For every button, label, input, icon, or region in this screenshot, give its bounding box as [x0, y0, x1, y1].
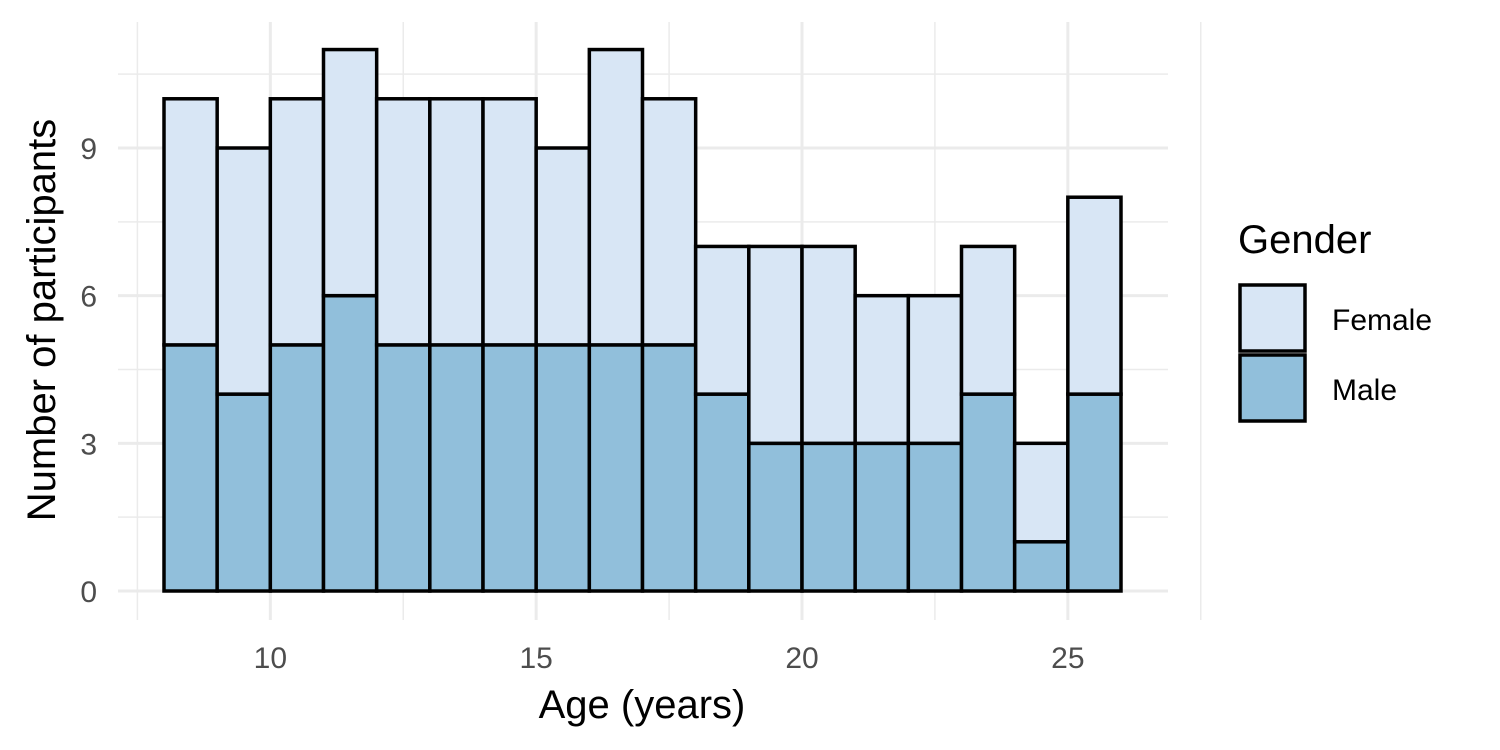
- legend: Gender Female Male: [1238, 218, 1432, 423]
- bar-male: [268, 343, 326, 593]
- bar-female: [481, 97, 538, 347]
- bar-female: [587, 47, 645, 347]
- bar-male: [640, 343, 698, 593]
- y-axis-title: Number of participants: [20, 119, 64, 521]
- x-tick-labels: 10 15 20 25: [254, 642, 1085, 675]
- bar-male: [959, 392, 1017, 593]
- bar-female: [1066, 195, 1123, 396]
- bar-male: [215, 392, 273, 593]
- bar-male: [747, 441, 804, 593]
- legend-key-female: [1238, 283, 1307, 353]
- bar-female: [853, 293, 911, 446]
- bar-female: [1012, 441, 1070, 544]
- x-tick-label: 15: [519, 642, 552, 675]
- bar-female: [374, 97, 432, 347]
- y-tick-label: 9: [80, 133, 97, 166]
- x-tick-label: 25: [1051, 642, 1084, 675]
- x-tick-label: 10: [254, 642, 287, 675]
- bar-male: [321, 293, 379, 593]
- bar-male: [800, 441, 857, 593]
- x-tick-label: 20: [785, 642, 818, 675]
- bar-male: [1066, 392, 1123, 593]
- bar-male: [693, 392, 751, 593]
- bar-female: [162, 97, 219, 347]
- bar-female: [693, 244, 751, 396]
- bar-male: [162, 343, 219, 593]
- bars-layer: [162, 47, 1123, 593]
- bar-male: [481, 343, 538, 593]
- bar-male: [374, 343, 432, 593]
- legend-label-male: Male: [1332, 374, 1397, 407]
- bar-male: [587, 343, 645, 593]
- bar-female: [640, 97, 698, 347]
- bar-male: [906, 441, 964, 593]
- bar-male: [1012, 540, 1070, 593]
- y-tick-labels: 0 3 6 9: [80, 133, 97, 609]
- bar-female: [215, 146, 273, 396]
- bar-female: [321, 47, 379, 298]
- bar-female: [800, 244, 857, 446]
- x-axis-title: Age (years): [539, 683, 746, 727]
- y-tick-label: 3: [80, 428, 97, 461]
- bar-male: [534, 343, 592, 593]
- bar-male: [428, 343, 485, 593]
- legend-title: Gender: [1238, 218, 1371, 262]
- y-tick-label: 0: [80, 576, 97, 609]
- legend-key-male: [1238, 353, 1307, 423]
- bar-female: [959, 244, 1017, 396]
- bar-female: [534, 146, 592, 347]
- bar-female: [747, 244, 804, 446]
- legend-label-female: Female: [1332, 304, 1432, 337]
- bar-female: [906, 293, 964, 446]
- y-tick-label: 6: [80, 281, 97, 314]
- bar-male: [853, 441, 911, 593]
- bar-female: [268, 97, 326, 347]
- bar-female: [428, 97, 485, 347]
